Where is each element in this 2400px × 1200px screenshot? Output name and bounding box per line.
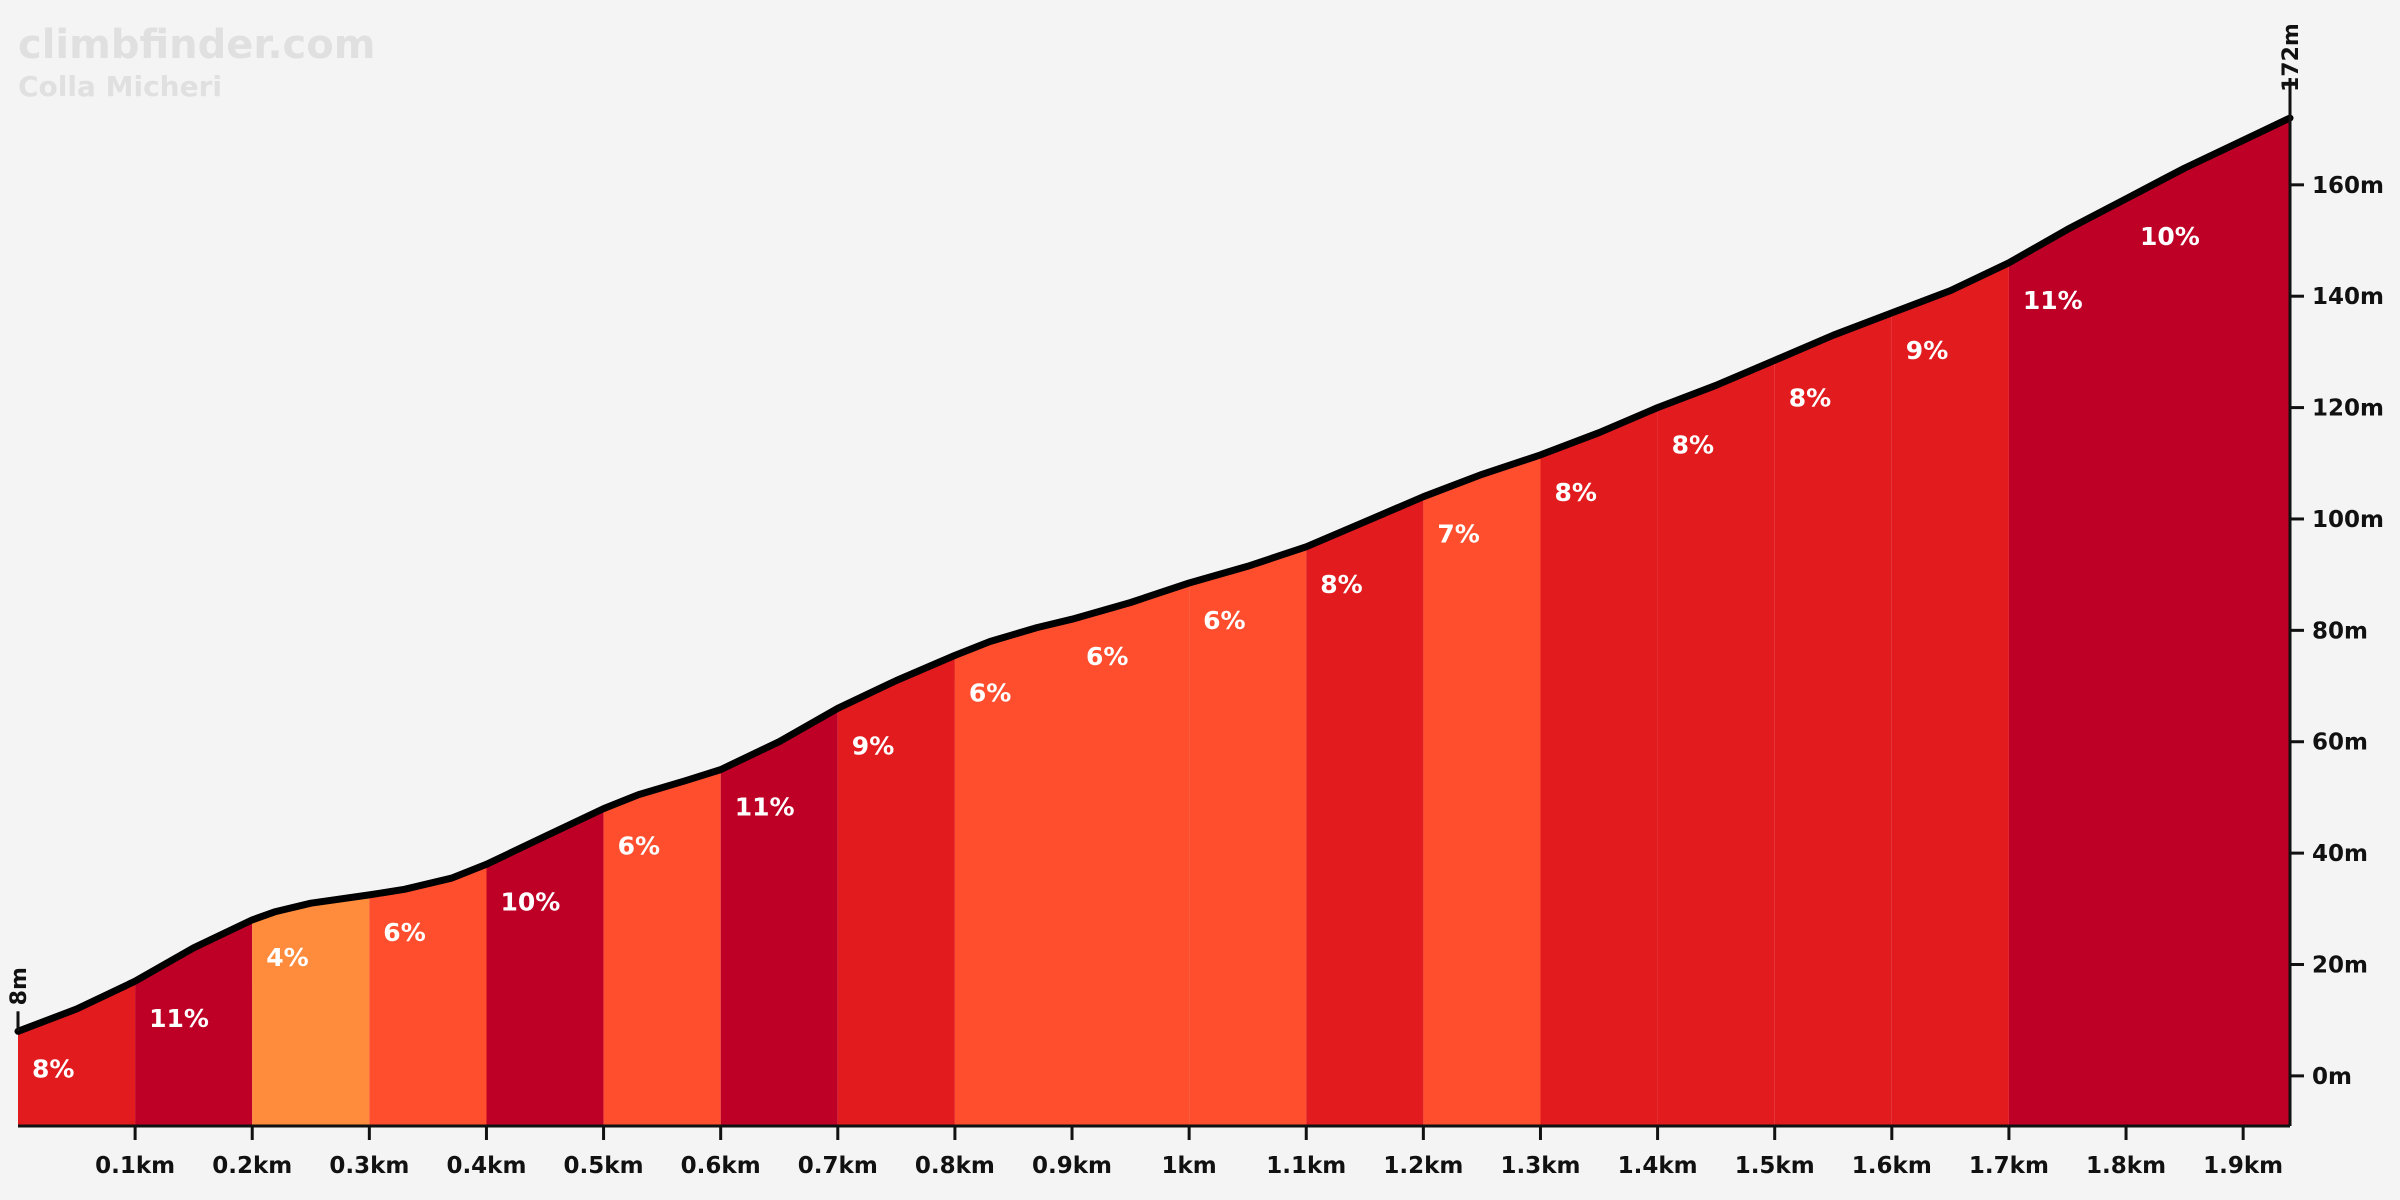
grade-label: 8%	[32, 1054, 74, 1083]
x-tick-label: 1.6km	[1852, 1153, 1932, 1179]
x-tick-label: 1km	[1162, 1153, 1217, 1179]
grade-segment-13	[1423, 454, 1541, 1126]
grade-segment-9	[954, 619, 1072, 1126]
grade-label: 11%	[2023, 286, 2083, 315]
x-tick-label: 1.4km	[1618, 1153, 1698, 1179]
grade-segment-14	[1540, 407, 1658, 1127]
grade-labels: 8% 11% 4% 6% 10% 6% 11% 9% 6% 6% 6% 8% 7% 8% 8% 8% 9% 11%…	[32, 222, 2200, 1084]
grade-segment-1	[18, 981, 136, 1126]
watermark-site: climbfinder.com	[18, 22, 375, 68]
grade-segment-17	[1891, 262, 2009, 1126]
y-tick-label: 160m	[2312, 173, 2384, 199]
grade-segment-15	[1657, 360, 1775, 1126]
grade-label: 6%	[1086, 642, 1128, 671]
grade-label: 8%	[1320, 570, 1362, 599]
y-tick-label: 100m	[2312, 507, 2384, 533]
x-tick-label: 1.1km	[1266, 1153, 1346, 1179]
y-tick-label: 120m	[2312, 396, 2384, 422]
grade-segment-11	[1189, 546, 1307, 1126]
grade-segment-6	[603, 769, 721, 1126]
x-tick-label: 0.2km	[212, 1153, 292, 1179]
grade-segment-10	[1072, 583, 1190, 1126]
x-tick-label: 0.3km	[329, 1153, 409, 1179]
grade-label: 4%	[266, 943, 308, 972]
y-tick-label: 20m	[2312, 952, 2368, 978]
x-tick-label: 0.8km	[915, 1153, 995, 1179]
y-tick-label: 140m	[2312, 284, 2384, 310]
x-tick-label: 0.6km	[681, 1153, 761, 1179]
axes: 0.1km 0.2km 0.3km 0.4km 0.5km 0.6km 0.7km 0.8km…	[7, 23, 2384, 1179]
grade-segment-3	[252, 894, 370, 1126]
watermark-climb-name: Colla Micheri	[18, 70, 222, 103]
grade-segment-5	[486, 808, 604, 1126]
x-tick-label: 1.9km	[2203, 1153, 2283, 1179]
grade-segment-2	[135, 919, 253, 1126]
y-tick-label: 80m	[2312, 618, 2368, 644]
end-elevation-label: 172m	[2279, 23, 2304, 92]
grade-label: 8%	[1789, 383, 1831, 412]
grade-segment-12	[1306, 496, 1424, 1126]
x-tick-label: 1.2km	[1383, 1153, 1463, 1179]
y-tick-label: 60m	[2312, 730, 2368, 756]
grade-segment-16	[1774, 312, 1892, 1126]
y-tick-label: 0m	[2312, 1064, 2352, 1090]
grade-label: 6%	[969, 678, 1011, 707]
grade-segment-8	[837, 655, 955, 1126]
x-tick-label: 0.1km	[95, 1153, 175, 1179]
grade-label: 11%	[735, 793, 795, 822]
grade-segment-4	[369, 864, 487, 1126]
x-tick-label: 1.8km	[2086, 1153, 2166, 1179]
grade-label: 9%	[1906, 336, 1948, 365]
grade-segments	[18, 118, 2290, 1127]
grade-label: 8%	[1555, 478, 1597, 507]
grade-label: 6%	[1203, 606, 1245, 635]
grade-label: 8%	[1672, 431, 1714, 460]
grade-label: 9%	[852, 731, 894, 760]
grade-label: 10%	[2140, 222, 2200, 251]
elevation-profile-line	[14, 114, 2294, 1035]
x-tick-label: 1.5km	[1735, 1153, 1815, 1179]
x-tick-label: 0.4km	[446, 1153, 526, 1179]
grade-label: 6%	[383, 918, 425, 947]
x-tick-label: 0.9km	[1032, 1153, 1112, 1179]
grade-label: 10%	[501, 887, 561, 916]
grade-segment-18	[2008, 198, 2126, 1127]
grade-segment-7	[720, 708, 838, 1126]
x-tick-label: 0.7km	[798, 1153, 878, 1179]
start-elevation-label: 8m	[7, 967, 32, 1005]
grade-label: 7%	[1437, 520, 1479, 549]
x-tick-label: 0.5km	[564, 1153, 644, 1179]
x-tick-label: 1.3km	[1500, 1153, 1580, 1179]
grade-label: 11%	[149, 1004, 209, 1033]
grade-label: 6%	[618, 832, 660, 861]
x-tick-label: 1.7km	[1969, 1153, 2049, 1179]
y-tick-label: 40m	[2312, 841, 2368, 867]
grade-segment-19	[2126, 118, 2290, 1126]
